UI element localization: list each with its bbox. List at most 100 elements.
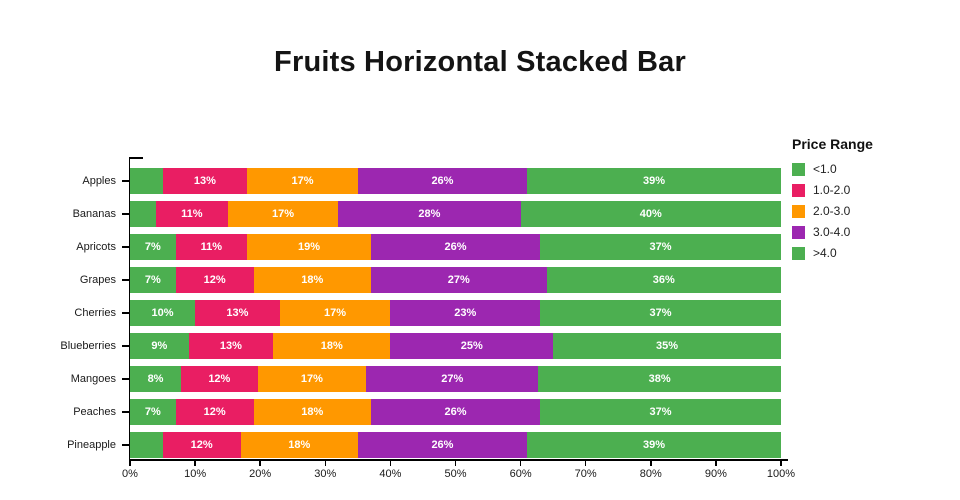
bar-segment: 18%	[273, 333, 391, 359]
legend-swatch	[792, 183, 805, 197]
y-tick	[122, 345, 129, 347]
x-tick	[389, 460, 392, 466]
bar-segment: 18%	[240, 432, 358, 458]
x-tick	[519, 460, 522, 466]
bar-segment	[130, 168, 163, 194]
category-label: Cherries	[74, 307, 116, 319]
chart-title: Fruits Horizontal Stacked Bar	[274, 46, 686, 78]
category-label: Peaches	[73, 406, 116, 418]
legend-entry: >4.0	[792, 246, 873, 260]
bar-row: Blueberries 9% 13% 18% 25% 35%	[60, 333, 781, 359]
y-tick	[122, 411, 129, 413]
y-tick	[122, 246, 129, 248]
bar-segment: 11%	[175, 234, 248, 260]
x-tick-label: 80%	[639, 468, 662, 480]
category-label: Blueberries	[60, 340, 116, 352]
x-tick-label: 70%	[574, 468, 597, 480]
bar-segment: 13%	[188, 333, 274, 359]
bar-segment: 25%	[390, 333, 554, 359]
x-tick-label: 60%	[509, 468, 532, 480]
legend-entry: 1.0-2.0	[792, 183, 873, 197]
x-axis-line	[128, 459, 788, 461]
bar-row: Peaches 7% 12% 18% 26% 37%	[73, 399, 781, 425]
legend-swatch	[792, 246, 805, 260]
bar-segment: 39%	[527, 168, 781, 194]
bar-segment: 17%	[227, 201, 339, 227]
category-label: Apples	[82, 175, 116, 187]
x-tick-label: 30%	[314, 468, 337, 480]
legend-swatch	[792, 204, 805, 218]
x-tick-label: 40%	[379, 468, 402, 480]
category-label: Grapes	[79, 274, 116, 286]
bar-row: Apricots 7% 11% 19% 26% 37%	[76, 234, 781, 260]
bar-segment: 37%	[540, 399, 781, 425]
bar-segment: 37%	[540, 300, 781, 326]
bar-segment: 18%	[253, 267, 371, 293]
bar-segment: 19%	[247, 234, 371, 260]
y-tick	[122, 213, 129, 215]
bar-segment: 28%	[338, 201, 521, 227]
bar-row: Apples 13% 17% 26% 39%	[82, 168, 781, 194]
bar-segment: 8%	[130, 366, 182, 392]
legend-entry-label: >4.0	[813, 246, 837, 260]
legend-entry: 3.0-4.0	[792, 225, 873, 239]
bar-row: Mangoes 8% 12% 17% 27% 38%	[71, 366, 781, 392]
x-tick-label: 0%	[122, 468, 138, 480]
bar-segment: 13%	[162, 168, 248, 194]
category-label: Mangoes	[70, 373, 116, 385]
y-axis-line	[128, 157, 130, 460]
bar-segment: 27%	[366, 366, 539, 392]
x-tick	[324, 460, 327, 466]
legend-swatch	[792, 162, 805, 176]
legend-entry-label: <1.0	[813, 162, 837, 176]
bar-segment: 11%	[156, 201, 228, 227]
bar-segment	[130, 432, 163, 458]
legend-entries: <1.0 1.0-2.0 2.0-3.0 3.0-4.0 >4.0	[792, 162, 873, 260]
x-tick	[194, 460, 196, 466]
y-tick	[122, 444, 129, 446]
bar-segment: 37%	[540, 234, 781, 260]
x-tick-label: 100%	[766, 468, 796, 480]
bar-segment: 7%	[130, 399, 176, 425]
bar-segment: 39%	[527, 432, 781, 458]
x-tick	[780, 460, 782, 466]
category-label: Pineapple	[67, 439, 116, 451]
bar-row: Pineapple 12% 18% 26% 39%	[67, 432, 781, 458]
bar-segment: 17%	[257, 366, 367, 392]
legend-entry: <1.0	[792, 162, 873, 176]
bar-segment: 36%	[546, 267, 781, 293]
bar-segment: 26%	[357, 432, 528, 458]
x-tick	[715, 460, 717, 466]
bar-segment: 23%	[390, 300, 541, 326]
x-tick-label: 90%	[704, 468, 727, 480]
legend: Price Range <1.0 1.0-2.0 2.0-3.0 3.0-4.0 >4.…	[792, 136, 873, 267]
bar-segment: 26%	[370, 399, 541, 425]
legend-title: Price Range	[792, 136, 873, 152]
bar-row: Bananas 11% 17% 28% 40%	[73, 201, 781, 227]
y-tick	[122, 180, 129, 182]
bar-segment	[130, 201, 157, 227]
bar-segment: 12%	[162, 432, 241, 458]
bar-row: Cherries 10% 13% 17% 23% 37%	[74, 300, 781, 326]
y-tick	[122, 312, 129, 314]
legend-swatch	[792, 225, 805, 239]
bar-segment: 17%	[247, 168, 358, 194]
bar-segment: 7%	[130, 267, 176, 293]
bar-segment: 7%	[130, 234, 176, 260]
x-tick	[454, 460, 457, 466]
x-tick	[650, 460, 652, 466]
bar-segment: 35%	[553, 333, 781, 359]
legend-entry-label: 2.0-3.0	[813, 204, 851, 218]
bar-segment: 10%	[130, 300, 196, 326]
x-tick	[259, 460, 261, 466]
bar-segment: 12%	[175, 399, 254, 425]
bar-segment: 17%	[279, 300, 391, 326]
y-tick	[122, 279, 129, 281]
y-axis-top-cap	[128, 157, 143, 159]
bar-segment: 27%	[370, 267, 547, 293]
category-label: Bananas	[72, 208, 116, 220]
x-tick-label: 50%	[444, 468, 467, 480]
bar-segment: 18%	[253, 399, 371, 425]
bar-row: Grapes 7% 12% 18% 27% 36%	[80, 267, 781, 293]
bars-container: Apples 13% 17% 26% 39% Bananas 11% 17% 28% 40% Apr…	[60, 157, 781, 465]
